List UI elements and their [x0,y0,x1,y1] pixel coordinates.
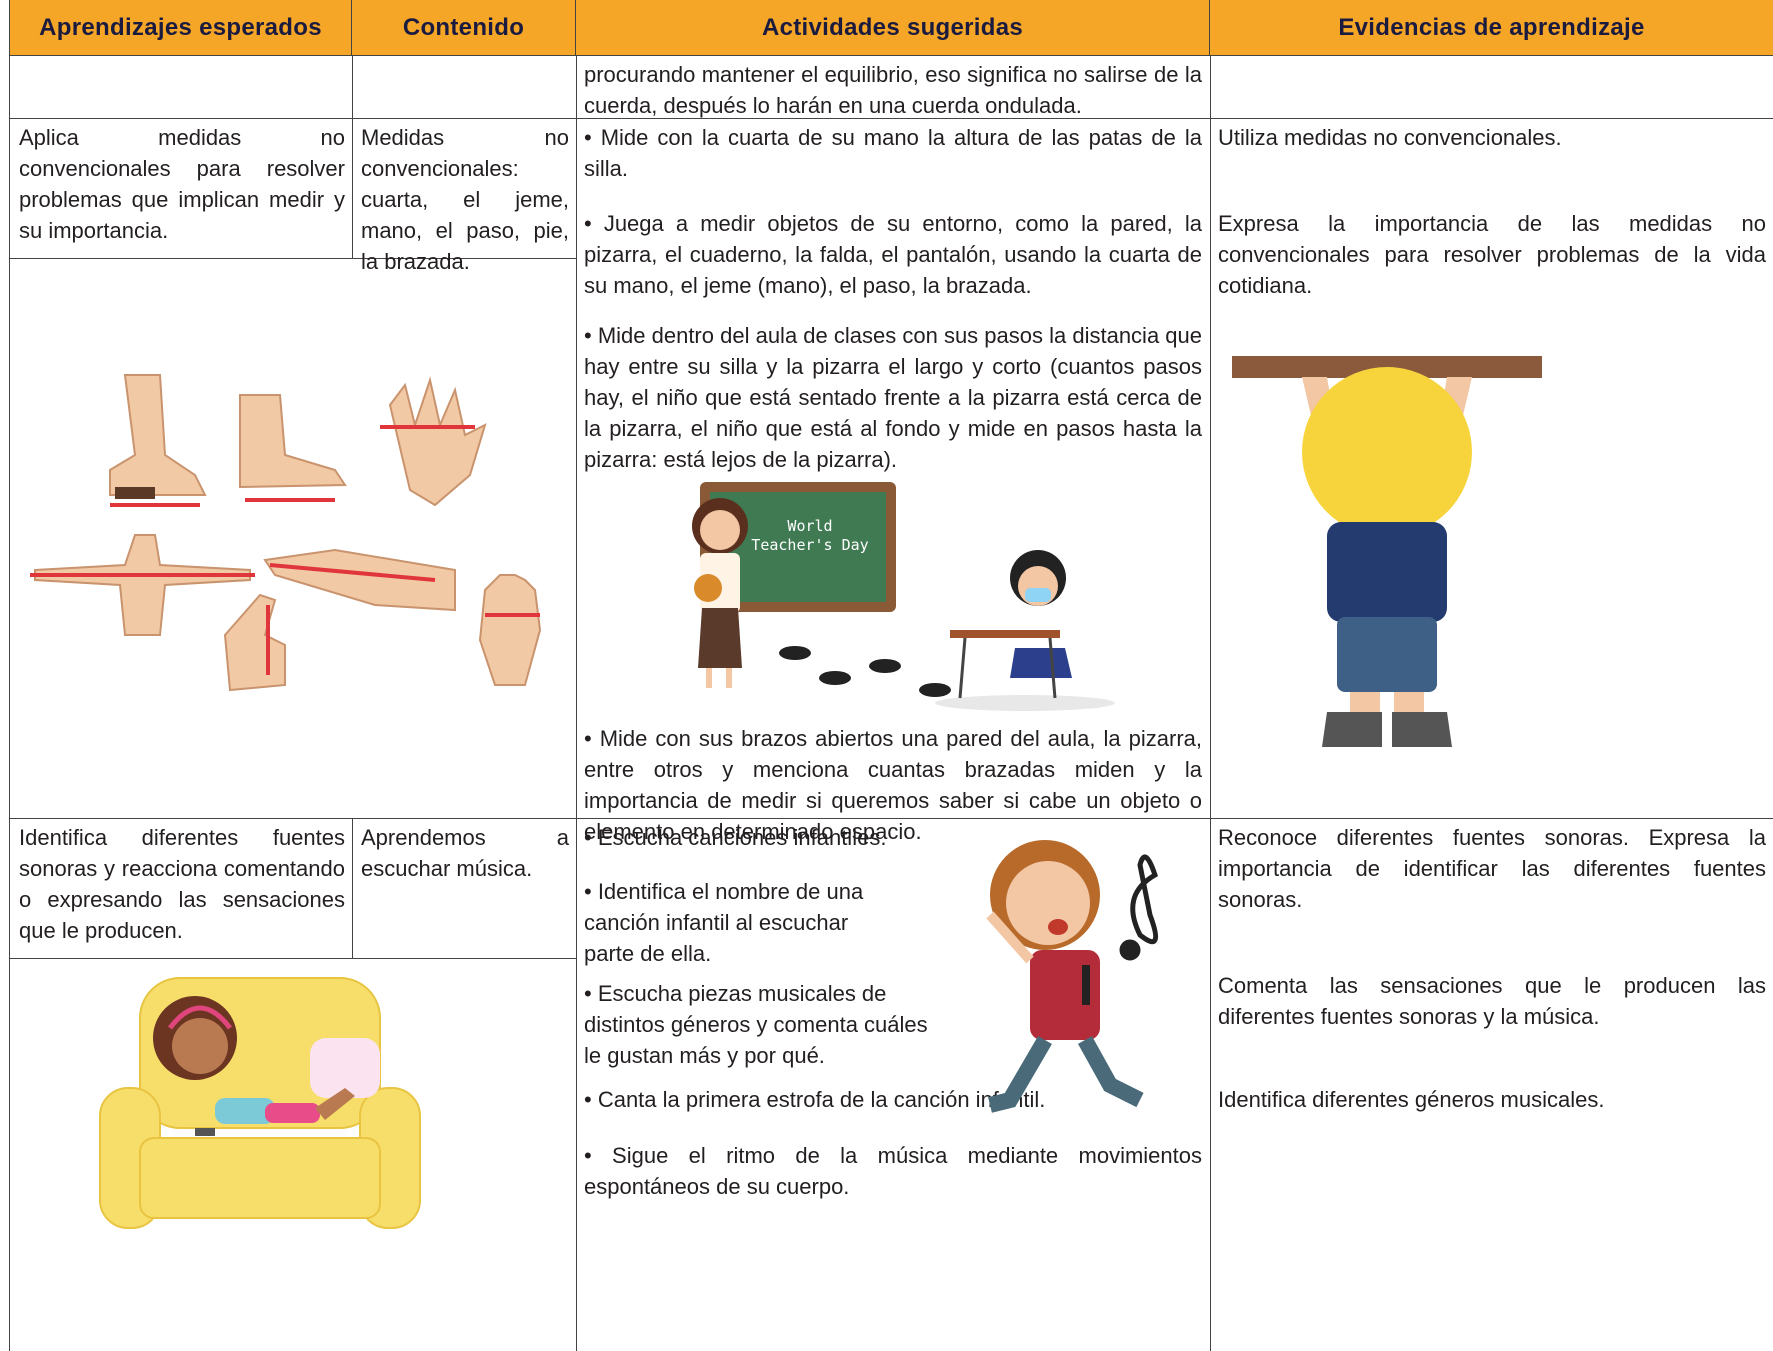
footprints [779,646,951,697]
student-part [1025,588,1051,602]
boy-part [1392,712,1452,747]
content: Aprendemos a escuchar música. [361,825,569,881]
activity: • Mide dentro del aula de clases con sus… [584,323,1202,472]
footprints-part [919,683,951,697]
learning-outcome: Identifica diferentes fuentes sonoras y … [19,825,345,943]
girl-part [265,1103,320,1123]
arrow [30,425,540,675]
border [9,258,576,259]
header-cell: Aprendizajes esperados [10,0,352,55]
illustration [986,840,1159,1113]
girl [153,996,355,1136]
body-parts-part [223,593,286,692]
border [1210,55,1211,1351]
border [9,958,576,959]
boy-part [1078,1036,1144,1108]
boy-part [1337,617,1437,692]
teacher-part [694,574,722,602]
body-parts-part [263,548,456,612]
activity: • Escucha canciones infantiles. [584,825,887,850]
border [352,55,353,258]
student-part [1048,637,1057,699]
board-text: World [787,517,832,535]
body-parts-part [109,374,207,496]
header-cell: Actividades sugeridas [576,0,1210,55]
boy [1302,367,1472,747]
teacher [692,498,748,688]
girl-part [168,1005,232,1030]
body-parts-part [478,574,542,686]
content: Medidas no convencionales: cuarta, el je… [361,125,569,274]
illustration: World Teacher's Day [692,482,1115,711]
border [9,118,1773,119]
boy-part [1394,692,1424,712]
activity: • Juega a medir objetos de su entorno, c… [584,211,1202,298]
block [115,487,155,499]
border [9,55,1773,56]
teacher-part [698,608,742,668]
boy-part [1048,919,1068,935]
teacher-part [700,510,740,550]
student [935,550,1115,711]
teacher-part [706,668,712,688]
music-note-part [1130,854,1159,945]
boy-part [1350,692,1380,712]
activity: • Mide con la cuarta de su mano la altur… [584,125,1202,181]
boy [986,840,1144,1113]
music-note-part [1119,939,1141,961]
sofa-part [139,1137,381,1219]
student-part [958,637,967,699]
body-parts-part [34,534,251,636]
pillow [310,1038,380,1098]
body-parts-part [239,394,347,489]
header-cell: Contenido [352,0,576,55]
girl-part [315,1088,355,1120]
boy-part [1082,965,1090,1005]
student-part [950,630,1060,638]
border [9,818,1773,819]
evidence: Utiliza medidas no convencionales. [1218,125,1562,150]
border [352,818,353,958]
evidence: Comenta las sensaciones que le producen … [1218,973,1766,1029]
evidence: Identifica diferentes géneros musicales. [1218,1087,1605,1112]
girl-part [172,1018,228,1074]
body-parts-part [388,376,487,507]
illustration [1232,356,1542,747]
illustration [99,977,421,1229]
evidence: Reconoce diferentes fuentes sonoras. Exp… [1218,825,1766,912]
footprints-part [819,671,851,685]
board-text: Teacher's Day [751,536,868,554]
girl-part [195,1128,215,1136]
student-part [935,695,1115,711]
student-part [1010,648,1072,678]
border [576,55,577,1351]
footprints-part [869,659,901,673]
boy-part [1006,861,1090,945]
body-parts [34,374,542,692]
arrow-part [269,563,436,582]
activity: • Canta la primera estrofa de la canción… [584,1087,1046,1112]
boy-part [1327,522,1447,622]
girl-part [215,1098,275,1124]
activity: procurando mantener el equilibrio, eso s… [584,62,1202,118]
evidence: Expresa la importancia de las medidas no… [1218,211,1766,298]
learning-outcome: Aplica medidas no convencionales para re… [19,125,345,243]
music-note [1119,854,1159,961]
boy-part [986,911,1034,964]
activity: • Sigue el ritmo de la música mediante m… [584,1143,1202,1199]
header-cell: Evidencias de aprendizaje [1210,0,1773,55]
boy-part [1302,367,1472,537]
activity: • Escucha piezas musicales de distintos … [584,981,928,1068]
teacher-part [726,668,732,688]
activity: • Mide con sus brazos abiertos una pared… [584,726,1202,844]
activity: • Identifica el nombre de una canción in… [584,879,864,966]
border [9,0,10,1351]
boy-part [988,1035,1052,1113]
boy-part [1322,712,1382,747]
illustration [30,374,542,692]
footprints-part [779,646,811,660]
